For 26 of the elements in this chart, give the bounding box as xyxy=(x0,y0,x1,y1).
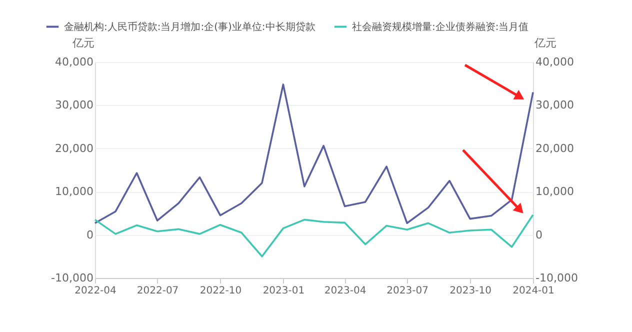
y2-tick-label: 10,000 xyxy=(536,185,574,198)
y2-tick-label: -10,000 xyxy=(536,272,578,284)
x-tick-label: 2023-04 xyxy=(324,286,366,296)
y2-axis-title: 亿元 xyxy=(534,36,556,50)
x-tick-label: 2023-10 xyxy=(450,286,492,296)
x-tick-label: 2024-01 xyxy=(512,286,554,296)
y-tick-label: 0 xyxy=(86,228,94,242)
x-tick-label: 2022-04 xyxy=(74,286,116,296)
x-tick-label: 2022-10 xyxy=(200,286,242,296)
legend-label: 金融机构:人民币贷款:当月增加:企(事)业单位:中长期贷款 xyxy=(64,20,316,33)
y-tick-label: -10,000 xyxy=(51,272,94,284)
y2-tick-label: 40,000 xyxy=(536,56,574,68)
y2-tick-label: 20,000 xyxy=(536,142,574,155)
line-series xyxy=(94,214,534,258)
x-tick-label: 2023-01 xyxy=(262,286,305,296)
y2-tick-label: 0 xyxy=(536,228,542,242)
x-tick-label: 2022-07 xyxy=(136,286,179,296)
y-tick-label: 30,000 xyxy=(55,98,94,112)
y-tick-label: 20,000 xyxy=(55,142,94,155)
y2-tick-label: 30,000 xyxy=(536,98,574,112)
line-series xyxy=(94,84,534,224)
y-tick-label: 40,000 xyxy=(55,56,94,68)
y-axis-title: 亿元 xyxy=(72,36,94,50)
y-tick-label: 10,000 xyxy=(55,185,94,198)
x-tick-label: 2023-07 xyxy=(386,286,428,296)
legend-label: 社会融资规模增量:企业债券融资:当月值 xyxy=(352,20,529,33)
